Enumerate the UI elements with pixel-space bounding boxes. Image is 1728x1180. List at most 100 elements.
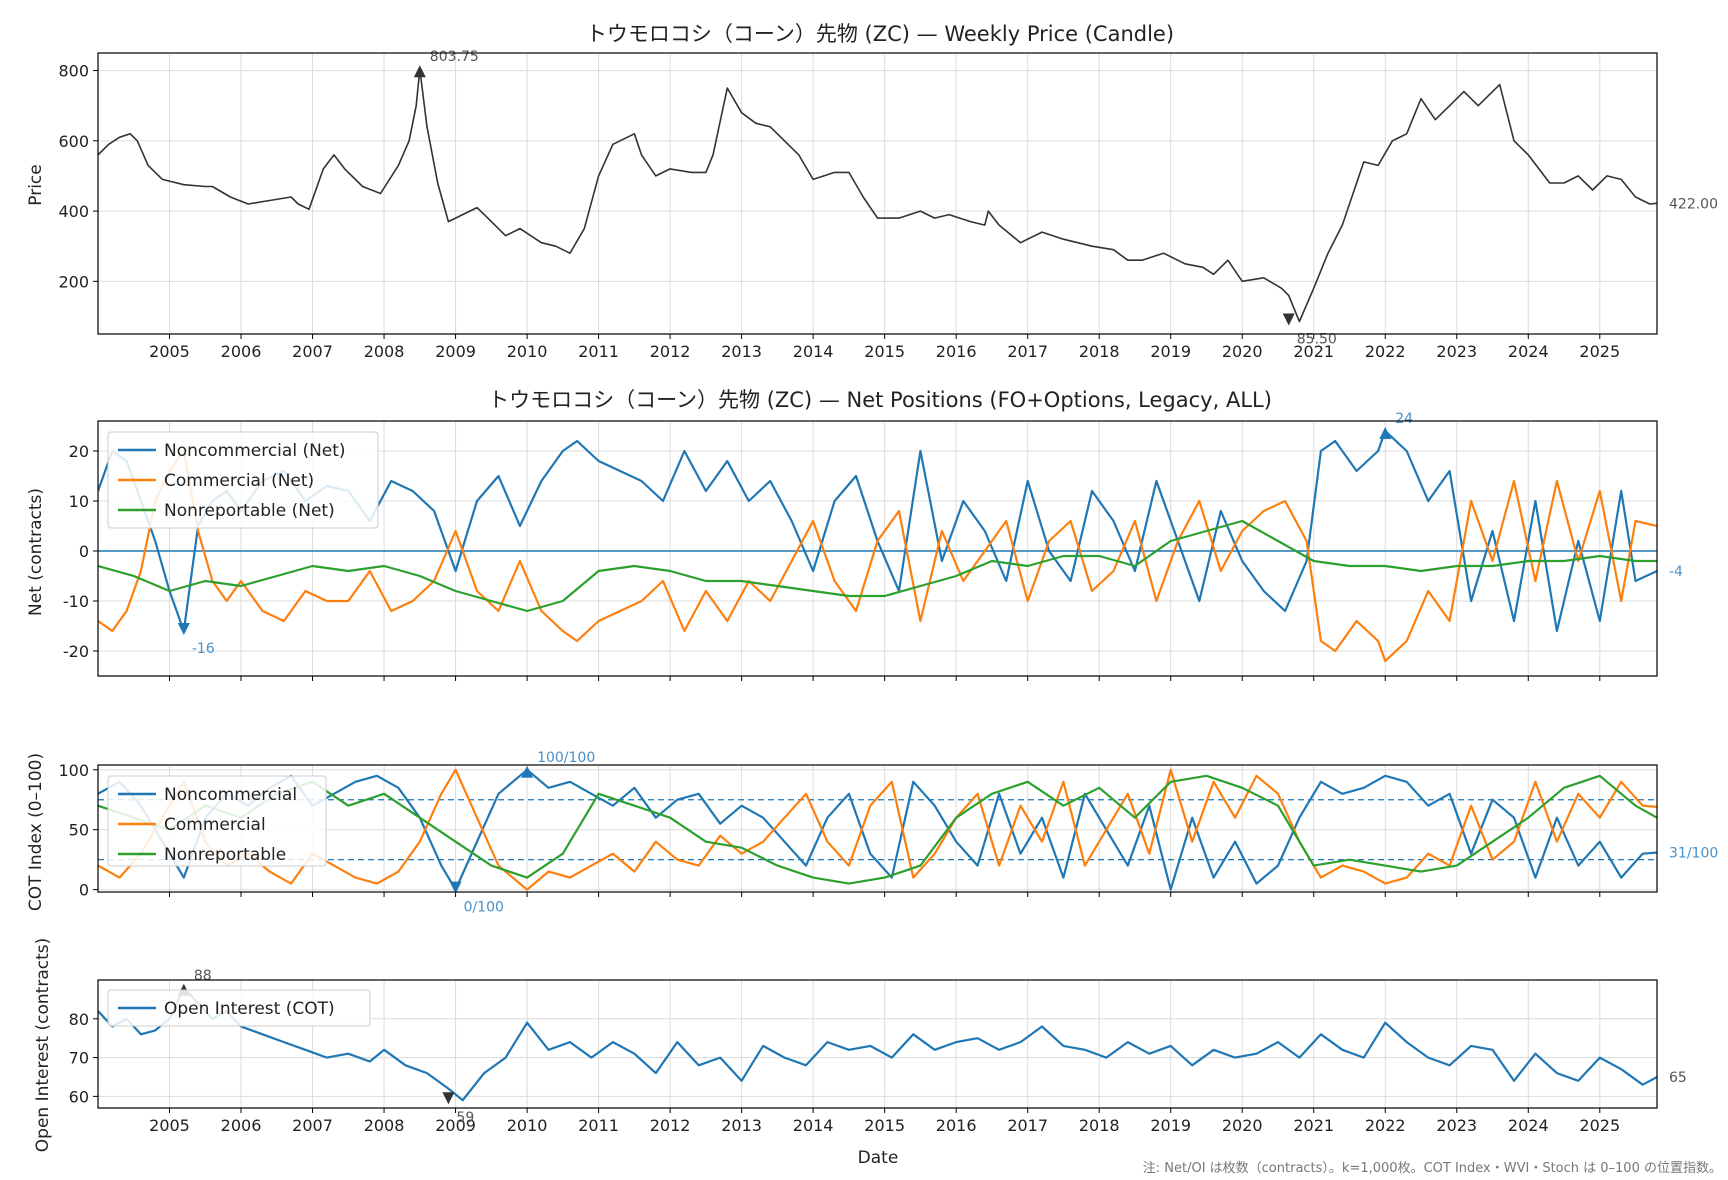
series-line-commercial-net-: [98, 449, 1657, 663]
y-tick-label: 10: [69, 492, 89, 511]
legend-label: Noncommercial: [164, 785, 297, 805]
x-tick-label: 2020: [1222, 1116, 1263, 1135]
annotation-label: 422.00: [1669, 196, 1718, 212]
x-axis-label: Date: [858, 1148, 899, 1168]
legend-box: [107, 989, 371, 1027]
annotation-label: 88: [194, 968, 212, 984]
net-y-axis-label: Net (contracts): [26, 488, 46, 616]
oi-y-axis-label: Open Interest (contracts): [33, 938, 53, 1152]
series-line-nonreportable-net-: [98, 519, 1657, 613]
y-tick-label: 200: [58, 272, 89, 291]
x-tick-label: 2016: [936, 342, 977, 361]
x-tick-label: 2025: [1579, 342, 1620, 361]
x-tick-label: 2012: [650, 342, 691, 361]
x-tick-label: 2023: [1436, 342, 1477, 361]
x-tick-label: 2005: [149, 1116, 190, 1135]
x-tick-label: 2010: [507, 342, 548, 361]
y-tick-label: 80: [69, 1010, 89, 1029]
x-tick-label: 2014: [793, 1116, 834, 1135]
series-line-open-interest-cot-: [98, 986, 1657, 1102]
legend-box: [107, 431, 379, 529]
y-tick-label: 100: [58, 761, 89, 780]
series-line-price: [98, 68, 1657, 323]
min-marker: [1282, 313, 1295, 326]
legend-label: Commercial: [164, 815, 266, 835]
legend-label: Nonreportable (Net): [164, 501, 335, 521]
net-chart-title: トウモロコシ（コーン）先物 (ZC) — Net Positions (FO+O…: [488, 388, 1272, 412]
x-tick-label: 2024: [1508, 1116, 1549, 1135]
annotation-label: 24: [1395, 411, 1413, 427]
legend-label: Nonreportable: [164, 845, 286, 865]
x-tick-label: 2007: [292, 1116, 333, 1135]
x-tick-label: 2019: [1150, 1116, 1191, 1135]
x-tick-label: 2009: [435, 342, 476, 361]
legend-label: Noncommercial (Net): [164, 441, 346, 461]
x-tick-label: 2019: [1150, 342, 1191, 361]
x-tick-label: 2009: [435, 1116, 476, 1135]
max-marker: [521, 765, 534, 778]
x-tick-label: 2008: [364, 342, 405, 361]
max-marker: [1379, 427, 1392, 439]
annotation-label: 100/100: [537, 750, 595, 766]
x-tick-label: 2006: [221, 342, 262, 361]
legend-label: Commercial (Net): [164, 471, 314, 491]
x-tick-label: 2007: [292, 342, 333, 361]
price-panel: トウモロコシ（コーン）先物 (ZC) — Weekly Price (Candl…: [26, 22, 1718, 361]
series-line-nonreportable: [98, 774, 1657, 885]
x-tick-label: 2013: [721, 1116, 762, 1135]
open-interest-panel: Open Interest (contracts) Date 2005 2006 2…: [33, 938, 1687, 1168]
series-line-noncommercial: [98, 768, 1657, 891]
x-tick-label: 2010: [507, 1116, 548, 1135]
annotation-label: -16: [192, 641, 215, 657]
x-tick-label: 2017: [1007, 1116, 1048, 1135]
x-tick-label: 2022: [1365, 1116, 1406, 1135]
y-tick-label: 400: [58, 202, 89, 221]
annotation-label: -4: [1669, 564, 1683, 580]
x-tick-label: 2015: [864, 342, 905, 361]
plot-frame: [97, 52, 1658, 335]
x-tick-label: 2015: [864, 1116, 905, 1135]
plot-frame: [97, 420, 1658, 677]
legend-label: Open Interest (COT): [164, 999, 335, 1019]
x-tick-label: 2021: [1293, 342, 1334, 361]
x-tick-label: 2011: [578, 1116, 619, 1135]
price-chart-title: トウモロコシ（コーン）先物 (ZC) — Weekly Price (Candl…: [586, 22, 1174, 46]
annotation-label: 0/100: [464, 900, 504, 916]
cot-index-panel: COT Index (0–100) 0 50 100 100/100 0/100 31/1…: [26, 750, 1718, 916]
x-tick-label: 2011: [578, 342, 619, 361]
x-tick-label: 2018: [1079, 342, 1120, 361]
x-tick-label: 2016: [936, 1116, 977, 1135]
footnote: 注: Net/OI は枚数（contracts）。k=1,000枚。COT In…: [1143, 1161, 1722, 1176]
plot-frame: [97, 979, 1658, 1109]
min-marker: [177, 623, 190, 635]
annotation-label: 59: [456, 1110, 474, 1126]
y-tick-label: 20: [69, 442, 89, 461]
x-tick-label: 2020: [1222, 342, 1263, 361]
x-tick-label: 2012: [650, 1116, 691, 1135]
x-tick-label: 2021: [1293, 1116, 1334, 1135]
x-tick-label: 2017: [1007, 342, 1048, 361]
legend-box: [107, 775, 327, 867]
y-tick-label: 60: [69, 1087, 89, 1106]
y-tick-label: -10: [63, 592, 89, 611]
annotation-label: 85.50: [1297, 332, 1337, 348]
min-marker: [442, 1092, 455, 1105]
annotation-label: 65: [1669, 1070, 1687, 1086]
x-tick-label: 2024: [1508, 342, 1549, 361]
y-tick-label: 600: [58, 132, 89, 151]
annotation-label: 803.75: [430, 49, 479, 65]
plot-frame: [97, 764, 1658, 893]
price-y-axis-label: Price: [26, 164, 46, 205]
x-tick-label: 2023: [1436, 1116, 1477, 1135]
y-tick-label: 70: [69, 1049, 89, 1068]
x-tick-label: 2013: [721, 342, 762, 361]
x-tick-label: 2022: [1365, 342, 1406, 361]
y-tick-label: -20: [63, 642, 89, 661]
x-tick-label: 2008: [364, 1116, 405, 1135]
max-marker: [413, 65, 426, 78]
x-tick-label: 2025: [1579, 1116, 1620, 1135]
y-tick-label: 0: [79, 542, 89, 561]
annotation-label: 31/100: [1669, 845, 1718, 861]
net-positions-panel: トウモロコシ（コーン）先物 (ZC) — Net Positions (FO+O…: [26, 388, 1683, 681]
